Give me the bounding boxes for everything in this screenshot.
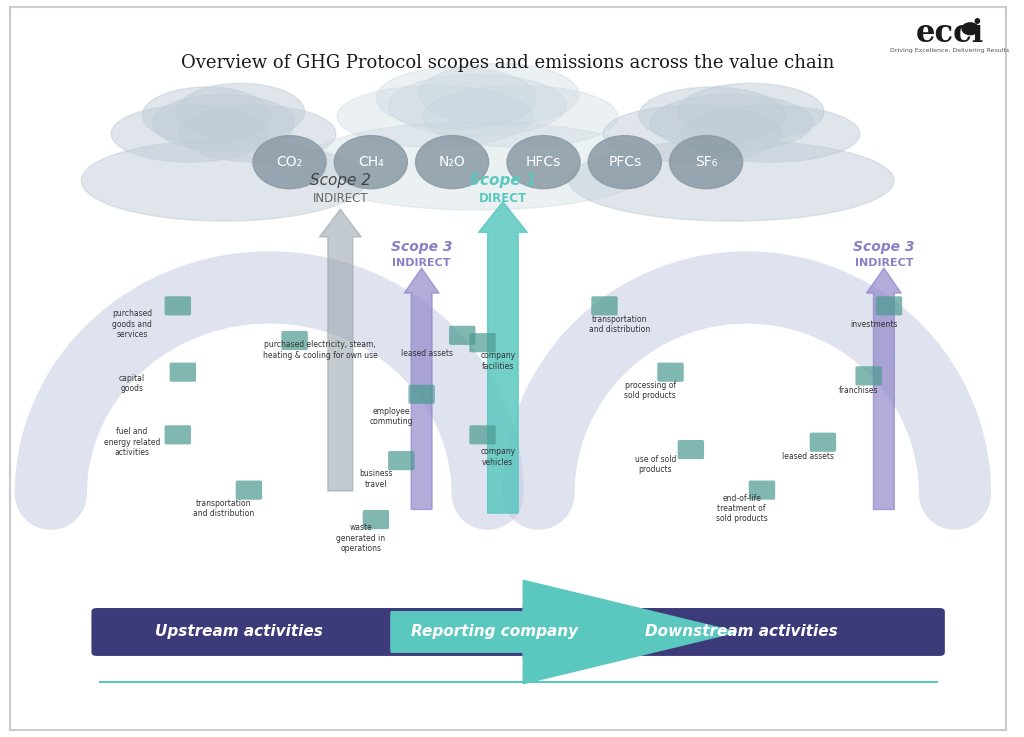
- Text: Scope 1: Scope 1: [469, 173, 537, 188]
- Text: Reporting company: Reporting company: [412, 624, 579, 640]
- Ellipse shape: [670, 136, 742, 189]
- Text: franchises: franchises: [839, 386, 879, 395]
- Ellipse shape: [416, 136, 488, 189]
- FancyBboxPatch shape: [165, 425, 191, 444]
- Text: processing of
sold products: processing of sold products: [625, 381, 676, 400]
- Ellipse shape: [569, 140, 894, 221]
- FancyBboxPatch shape: [388, 451, 415, 470]
- FancyBboxPatch shape: [591, 296, 617, 315]
- Text: waste
generated in
operations: waste generated in operations: [336, 523, 385, 553]
- Ellipse shape: [81, 140, 366, 221]
- Ellipse shape: [142, 87, 270, 144]
- Text: ecci: ecci: [915, 18, 984, 49]
- FancyBboxPatch shape: [170, 363, 196, 382]
- Text: business
travel: business travel: [359, 469, 392, 489]
- Ellipse shape: [376, 67, 537, 129]
- Ellipse shape: [388, 74, 566, 136]
- Text: SF₆: SF₆: [695, 156, 717, 169]
- Text: leased assets: leased assets: [781, 453, 834, 461]
- Text: HFCs: HFCs: [526, 156, 561, 169]
- Ellipse shape: [639, 87, 785, 144]
- Ellipse shape: [422, 85, 617, 147]
- Ellipse shape: [179, 105, 336, 162]
- Ellipse shape: [334, 136, 408, 189]
- Text: PFCs: PFCs: [608, 156, 641, 169]
- FancyArrowPatch shape: [866, 268, 901, 509]
- FancyBboxPatch shape: [810, 433, 837, 452]
- Text: Upstream activities: Upstream activities: [155, 624, 323, 640]
- FancyBboxPatch shape: [749, 481, 775, 500]
- Ellipse shape: [337, 85, 532, 147]
- Text: transportation
and distribution: transportation and distribution: [193, 499, 254, 518]
- Text: employee
commuting: employee commuting: [370, 407, 413, 426]
- Text: Scope 3: Scope 3: [853, 240, 914, 254]
- FancyBboxPatch shape: [657, 363, 684, 382]
- Ellipse shape: [650, 94, 813, 151]
- FancyBboxPatch shape: [362, 510, 389, 529]
- Text: N₂O: N₂O: [438, 156, 466, 169]
- FancyArrowPatch shape: [319, 209, 361, 491]
- FancyArrow shape: [391, 580, 737, 684]
- Ellipse shape: [176, 83, 304, 140]
- FancyBboxPatch shape: [876, 296, 902, 315]
- Text: leased assets: leased assets: [400, 349, 453, 358]
- Text: company
vehicles: company vehicles: [480, 447, 515, 467]
- Ellipse shape: [507, 136, 581, 189]
- Text: Downstream activities: Downstream activities: [645, 624, 838, 640]
- Text: CH₄: CH₄: [358, 156, 384, 169]
- Ellipse shape: [253, 136, 326, 189]
- FancyArrow shape: [391, 606, 549, 658]
- FancyBboxPatch shape: [409, 385, 435, 404]
- Text: Scope 3: Scope 3: [391, 240, 453, 254]
- Ellipse shape: [678, 83, 824, 140]
- Text: investments: investments: [850, 320, 897, 329]
- Text: end-of-life
treatment of
sold products: end-of-life treatment of sold products: [716, 494, 768, 523]
- FancyBboxPatch shape: [469, 333, 496, 352]
- Text: Overview of GHG Protocol scopes and emissions across the value chain: Overview of GHG Protocol scopes and emis…: [181, 54, 835, 71]
- Text: DIRECT: DIRECT: [479, 192, 527, 206]
- Text: purchased electricity, steam,
heating & cooling for own use: purchased electricity, steam, heating & …: [262, 340, 378, 360]
- Ellipse shape: [300, 122, 655, 210]
- Text: purchased
goods and
services: purchased goods and services: [112, 310, 153, 339]
- Circle shape: [963, 23, 978, 35]
- Ellipse shape: [112, 105, 267, 162]
- FancyBboxPatch shape: [91, 608, 945, 656]
- FancyBboxPatch shape: [282, 331, 308, 350]
- Ellipse shape: [153, 94, 295, 151]
- Text: Driving Excellence. Delivering Results: Driving Excellence. Delivering Results: [890, 48, 1010, 52]
- FancyBboxPatch shape: [165, 296, 191, 315]
- FancyBboxPatch shape: [678, 440, 705, 459]
- FancyBboxPatch shape: [450, 326, 475, 345]
- FancyBboxPatch shape: [236, 481, 262, 500]
- Text: INDIRECT: INDIRECT: [855, 258, 913, 268]
- Text: capital
goods: capital goods: [119, 374, 145, 393]
- Text: transportation
and distribution: transportation and distribution: [589, 315, 650, 334]
- Text: use of sold
products: use of sold products: [635, 455, 676, 474]
- Text: company
facilities: company facilities: [480, 352, 515, 371]
- FancyArrowPatch shape: [404, 268, 439, 509]
- Text: Scope 2: Scope 2: [310, 173, 371, 188]
- Ellipse shape: [681, 105, 860, 162]
- Text: INDIRECT: INDIRECT: [312, 192, 369, 206]
- Text: fuel and
energy related
activities: fuel and energy related activities: [103, 427, 161, 457]
- Ellipse shape: [419, 63, 579, 125]
- FancyArrowPatch shape: [478, 202, 527, 513]
- Text: CO₂: CO₂: [276, 156, 303, 169]
- Ellipse shape: [603, 105, 782, 162]
- Ellipse shape: [588, 136, 662, 189]
- FancyBboxPatch shape: [469, 425, 496, 444]
- Text: INDIRECT: INDIRECT: [392, 258, 451, 268]
- FancyBboxPatch shape: [855, 366, 882, 385]
